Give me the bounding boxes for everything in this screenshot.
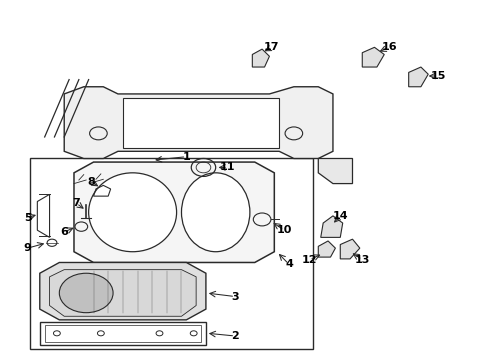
Text: 7: 7 bbox=[73, 198, 80, 208]
Text: 3: 3 bbox=[231, 292, 239, 302]
Text: 1: 1 bbox=[182, 152, 190, 162]
Text: 5: 5 bbox=[24, 213, 31, 222]
Polygon shape bbox=[409, 67, 428, 87]
Polygon shape bbox=[40, 262, 206, 320]
Polygon shape bbox=[64, 87, 333, 158]
Ellipse shape bbox=[89, 173, 176, 252]
Text: 2: 2 bbox=[231, 331, 239, 341]
Bar bbox=[40, 321, 206, 345]
Polygon shape bbox=[318, 241, 335, 257]
Text: 16: 16 bbox=[381, 42, 397, 52]
Polygon shape bbox=[74, 162, 274, 262]
Polygon shape bbox=[340, 239, 360, 259]
Polygon shape bbox=[252, 49, 270, 67]
Polygon shape bbox=[49, 270, 196, 316]
Text: 13: 13 bbox=[355, 255, 370, 265]
Polygon shape bbox=[321, 216, 343, 237]
Polygon shape bbox=[362, 47, 384, 67]
Text: 6: 6 bbox=[60, 227, 68, 237]
Text: 10: 10 bbox=[276, 225, 292, 235]
Text: 8: 8 bbox=[87, 177, 95, 187]
Bar bbox=[123, 98, 279, 148]
Text: 11: 11 bbox=[220, 162, 236, 172]
Text: 15: 15 bbox=[430, 71, 446, 81]
Text: 9: 9 bbox=[24, 243, 31, 253]
Text: 12: 12 bbox=[302, 255, 317, 265]
Text: 4: 4 bbox=[285, 259, 293, 269]
Bar bbox=[45, 324, 201, 342]
Polygon shape bbox=[318, 158, 352, 184]
Ellipse shape bbox=[59, 273, 113, 313]
Bar bbox=[30, 158, 314, 348]
Ellipse shape bbox=[181, 173, 250, 252]
Text: 14: 14 bbox=[333, 211, 348, 221]
Text: 17: 17 bbox=[264, 42, 280, 52]
